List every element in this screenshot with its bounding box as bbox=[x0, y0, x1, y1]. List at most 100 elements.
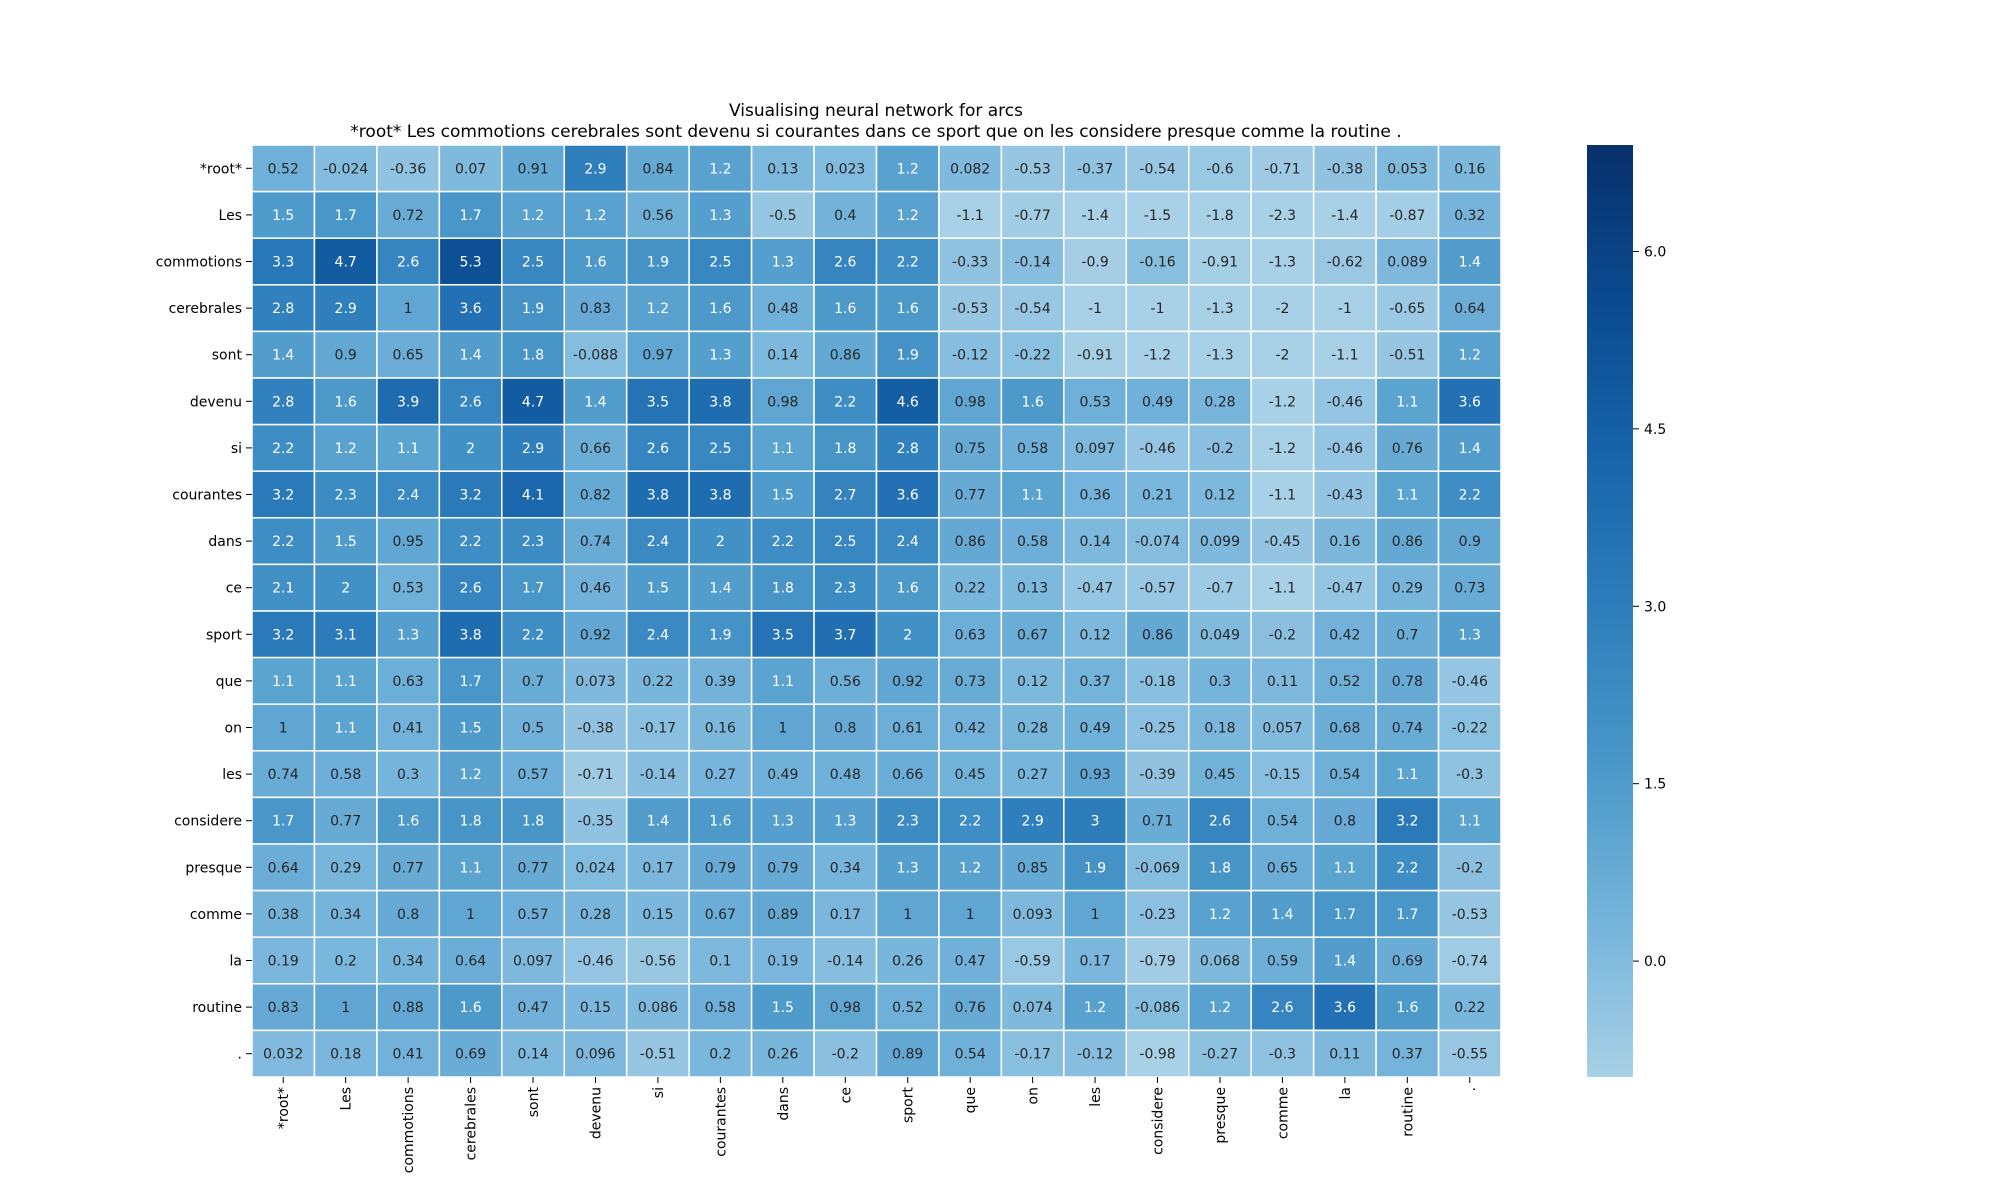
heatmap-cell bbox=[563, 703, 628, 752]
cell-value-label: 1.1 bbox=[1396, 394, 1418, 410]
cell-value-label: 0.95 bbox=[393, 534, 424, 550]
heatmap-cell bbox=[1437, 563, 1502, 612]
heatmap-cell bbox=[1000, 936, 1065, 985]
cell-value-label: 0.83 bbox=[580, 301, 611, 317]
y-tick-label: les bbox=[222, 767, 242, 783]
cell-value-label: 0.74 bbox=[580, 534, 611, 550]
cell-value-label: 1.1 bbox=[1396, 488, 1418, 504]
heatmap-cell bbox=[1375, 190, 1440, 239]
cell-value-label: 0.41 bbox=[393, 721, 424, 737]
cell-value-label: 0.16 bbox=[705, 721, 736, 737]
cell-value-label: 0.65 bbox=[393, 348, 424, 364]
heatmap-cell bbox=[1125, 936, 1190, 985]
heatmap-cell bbox=[688, 517, 753, 566]
cell-value-label: 1.4 bbox=[1334, 954, 1356, 970]
cell-value-label: 2.3 bbox=[897, 814, 919, 830]
cell-value-label: 3.6 bbox=[1334, 1000, 1356, 1016]
cell-value-label: -0.7 bbox=[1206, 581, 1233, 597]
cell-value-label: 0.42 bbox=[1329, 627, 1360, 643]
heatmap-cell bbox=[251, 796, 316, 845]
cell-value-label: 4.7 bbox=[522, 394, 544, 410]
heatmap-cell bbox=[501, 237, 565, 286]
cell-value-label: 0.54 bbox=[1267, 814, 1298, 830]
cell-value-label: 1.7 bbox=[1334, 907, 1356, 923]
cell-value-label: 0.049 bbox=[1200, 627, 1240, 643]
cell-value-label: 1.3 bbox=[897, 860, 919, 876]
cell-value-label: -1.2 bbox=[1269, 394, 1296, 410]
cell-value-label: -1.1 bbox=[957, 208, 984, 224]
cell-value-label: -0.71 bbox=[1264, 161, 1300, 177]
heatmap-cell bbox=[1312, 936, 1377, 985]
cell-value-label: 2.3 bbox=[335, 488, 357, 504]
heatmap-cell bbox=[1250, 936, 1315, 985]
heatmap-cell bbox=[1375, 517, 1440, 566]
heatmap-cell bbox=[1250, 423, 1315, 472]
cell-value-label: 0.88 bbox=[393, 1000, 424, 1016]
x-tick-label: routine bbox=[1400, 1087, 1416, 1137]
cell-value-label: -0.14 bbox=[827, 954, 863, 970]
cell-value-label: 0.17 bbox=[1079, 954, 1110, 970]
y-tick-label: Les bbox=[219, 208, 242, 224]
cell-value-label: -0.33 bbox=[952, 255, 988, 271]
heatmap-cell bbox=[563, 330, 628, 379]
cell-value-label: 0.86 bbox=[955, 534, 986, 550]
cell-value-label: -1.3 bbox=[1269, 255, 1296, 271]
cell-value-label: -0.15 bbox=[1264, 767, 1300, 783]
heatmap-cell bbox=[1437, 703, 1502, 752]
cell-value-label: 1.1 bbox=[1459, 814, 1481, 830]
cell-value-label: 2.9 bbox=[335, 301, 357, 317]
heatmap-cell bbox=[1125, 144, 1190, 193]
cell-value-label: 0.9 bbox=[335, 348, 357, 364]
cell-value-label: 0.56 bbox=[642, 208, 673, 224]
heatmap-cell bbox=[1312, 889, 1377, 938]
cell-value-label: 0.52 bbox=[1329, 674, 1360, 690]
heatmap-cell bbox=[313, 470, 378, 519]
heatmap-cell bbox=[1375, 470, 1440, 519]
heatmap-cell bbox=[1125, 237, 1190, 286]
cell-value-label: -0.46 bbox=[1452, 674, 1488, 690]
colorbar-tick-label: 0.0 bbox=[1644, 954, 1666, 970]
heatmap-cell bbox=[750, 703, 815, 752]
heatmap-cell bbox=[1437, 470, 1502, 519]
cell-value-label: 0.79 bbox=[705, 860, 736, 876]
cell-value-label: 0.69 bbox=[455, 1047, 486, 1063]
cell-value-label: 1.4 bbox=[709, 581, 731, 597]
heatmap-cell bbox=[376, 144, 441, 193]
cell-value-label: 0.45 bbox=[955, 767, 986, 783]
cell-value-label: 2.6 bbox=[834, 255, 856, 271]
heatmap-cell bbox=[1250, 703, 1315, 752]
cell-value-label: 0.63 bbox=[393, 674, 424, 690]
cell-value-label: 1.1 bbox=[772, 441, 794, 457]
cell-value-label: -0.46 bbox=[1139, 441, 1175, 457]
heatmap-cell bbox=[813, 517, 878, 566]
cell-value-label: 1.2 bbox=[1209, 1000, 1231, 1016]
cell-value-label: -0.53 bbox=[1452, 907, 1488, 923]
cell-value-label: 0.18 bbox=[330, 1047, 361, 1063]
cell-value-label: 1.9 bbox=[647, 255, 669, 271]
heatmap-cell bbox=[938, 750, 1003, 799]
cell-value-label: 1 bbox=[279, 721, 288, 737]
heatmap-cell bbox=[938, 843, 1003, 892]
cell-value-label: 2.1 bbox=[272, 581, 294, 597]
heatmap-cell bbox=[1063, 144, 1128, 193]
heatmap-cell bbox=[688, 889, 753, 938]
heatmap-cell bbox=[1125, 796, 1190, 845]
cell-value-label: 0.3 bbox=[1209, 674, 1231, 690]
cell-value-label: 3.6 bbox=[897, 488, 919, 504]
y-tick-label: routine bbox=[192, 1000, 242, 1016]
cell-value-label: 3.1 bbox=[335, 627, 357, 643]
heatmap-cell bbox=[313, 284, 378, 333]
cell-value-label: -0.18 bbox=[1139, 674, 1175, 690]
y-tick-label: courantes bbox=[172, 488, 242, 504]
cell-value-label: -0.2 bbox=[832, 1047, 859, 1063]
cell-value-label: -0.51 bbox=[640, 1047, 676, 1063]
heatmap-cell bbox=[1312, 610, 1377, 659]
heatmap-cell bbox=[376, 190, 441, 239]
cell-value-label: 0.086 bbox=[638, 1000, 678, 1016]
cell-value-label: 0.26 bbox=[892, 954, 923, 970]
cell-value-label: -1.3 bbox=[1206, 301, 1233, 317]
heatmap-cell bbox=[750, 144, 815, 193]
cell-value-label: 0.42 bbox=[955, 721, 986, 737]
cell-value-label: 0.46 bbox=[580, 581, 611, 597]
heatmap-cell bbox=[1125, 563, 1190, 612]
